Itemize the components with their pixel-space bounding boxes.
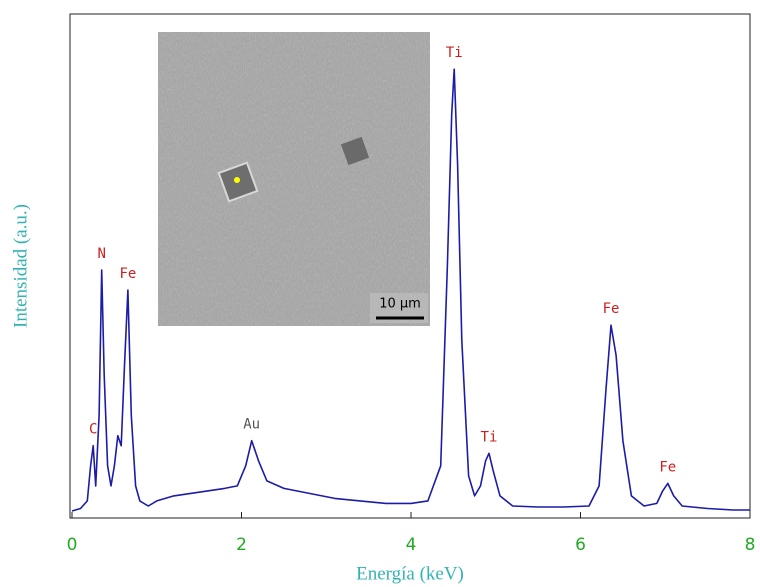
peak-label: Fe xyxy=(659,459,676,475)
y-axis-label: Intensidad (a.u.) xyxy=(10,204,31,328)
peak-label: Fe xyxy=(603,301,620,317)
x-tick-label: 0 xyxy=(67,535,78,555)
analysis-point xyxy=(234,177,240,183)
peak-label: Fe xyxy=(120,266,137,282)
x-tick-label: 2 xyxy=(236,535,247,555)
inset-texture xyxy=(158,32,430,326)
peak-label: N xyxy=(97,246,105,262)
scale-bar-label: 10 µm xyxy=(379,297,421,312)
peak-label: Ti xyxy=(446,45,463,61)
x-tick-label: 4 xyxy=(406,535,417,555)
spectrum-line xyxy=(71,68,750,512)
x-axis-label: Energía (keV) xyxy=(356,563,464,584)
indent-square xyxy=(340,136,370,166)
x-tick-label: 6 xyxy=(575,535,586,555)
sem-inset: 10 µm xyxy=(158,32,430,326)
peak-label: Ti xyxy=(481,429,498,445)
peak-label: C xyxy=(89,422,97,438)
peak-label: Au xyxy=(243,417,260,433)
x-tick-label: 8 xyxy=(745,535,756,555)
